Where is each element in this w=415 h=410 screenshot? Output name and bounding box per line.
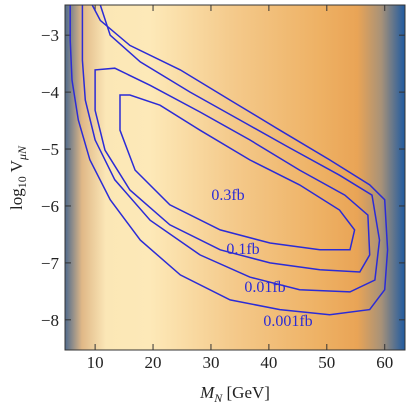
x-tick-label: 10 xyxy=(87,353,104,372)
plot-frame xyxy=(64,4,406,351)
y-label-rest: V xyxy=(7,159,26,176)
y-tick-label: −4 xyxy=(41,83,60,102)
x-label-rest: [GeV] xyxy=(222,383,270,402)
contour-label: 0.001fb xyxy=(263,313,312,330)
density-background xyxy=(65,5,405,350)
x-tick-label: 50 xyxy=(318,353,335,372)
contour-line xyxy=(69,4,389,316)
y-tick-label: −5 xyxy=(41,140,59,159)
y-tick-label: −7 xyxy=(41,254,60,273)
contour-label: 0.3fb xyxy=(211,187,244,204)
y-label-sub2: μN xyxy=(15,145,29,161)
contour-label: 0.1fb xyxy=(226,241,259,258)
x-label-main: M xyxy=(199,383,215,402)
y-label-sub: 10 xyxy=(15,176,29,188)
x-label-sub: N xyxy=(213,391,223,405)
y-tick-label: −6 xyxy=(41,197,59,216)
contour-label: 0.01fb xyxy=(244,279,285,296)
contour-line xyxy=(94,67,371,273)
contour-line xyxy=(119,94,356,251)
y-axis-label: log10 VμN xyxy=(7,145,29,210)
y-tick-label: −3 xyxy=(41,26,59,45)
x-tick-label: 40 xyxy=(260,353,277,372)
contour-line xyxy=(81,4,381,293)
x-tick-label: 60 xyxy=(376,353,393,372)
x-tick-label: 20 xyxy=(145,353,162,372)
y-label-main: log xyxy=(7,188,26,210)
x-tick-label: 30 xyxy=(202,353,219,372)
y-tick-label: −8 xyxy=(41,311,59,330)
x-axis-label: MN [GeV] xyxy=(199,383,270,405)
